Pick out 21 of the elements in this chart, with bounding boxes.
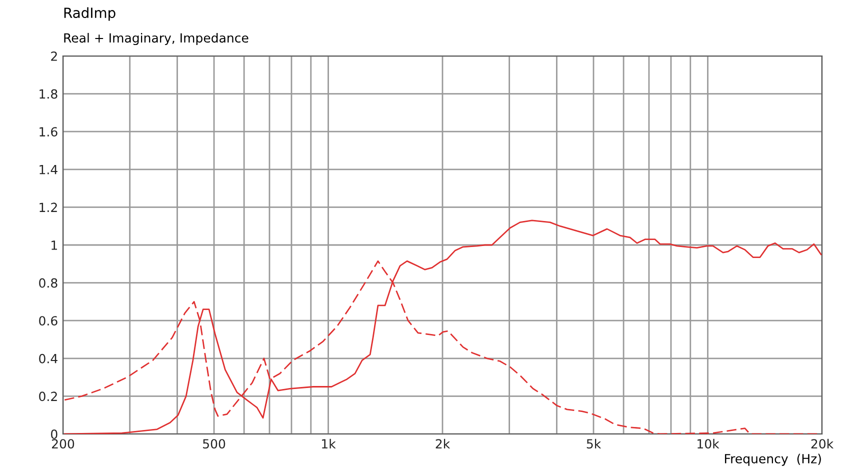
y-tick-label: 0.8: [39, 278, 58, 288]
x-tick-label: 1k: [322, 438, 336, 448]
x-tick-label: 200: [52, 439, 74, 449]
x-axis-title: Frequency (Hz): [724, 454, 821, 466]
y-tick-label: 0.4: [39, 354, 58, 364]
x-tick-label: 10k: [698, 438, 720, 449]
y-tick-label: 1.8: [40, 89, 58, 99]
chart-title: RadImp: [64, 7, 116, 21]
y-tick-label: 0.2: [39, 392, 57, 402]
x-tick-label: 500: [203, 439, 226, 449]
y-tick-label: 1.4: [40, 165, 58, 174]
y-tick-label: 0.6: [39, 316, 58, 326]
y-tick-label: 1: [52, 240, 57, 250]
x-tick-label: 2k: [436, 438, 450, 448]
y-tick-label: 1.6: [40, 127, 58, 137]
y-tick-label: 0: [51, 429, 58, 439]
y-tick-label: 2: [51, 51, 57, 61]
y-tick-label: 1.2: [40, 202, 57, 212]
chart-subtitle: Real + Imaginary, Impedance: [64, 32, 248, 46]
x-tick-label: 20k: [811, 438, 834, 449]
x-tick-label: 5k: [586, 438, 602, 449]
